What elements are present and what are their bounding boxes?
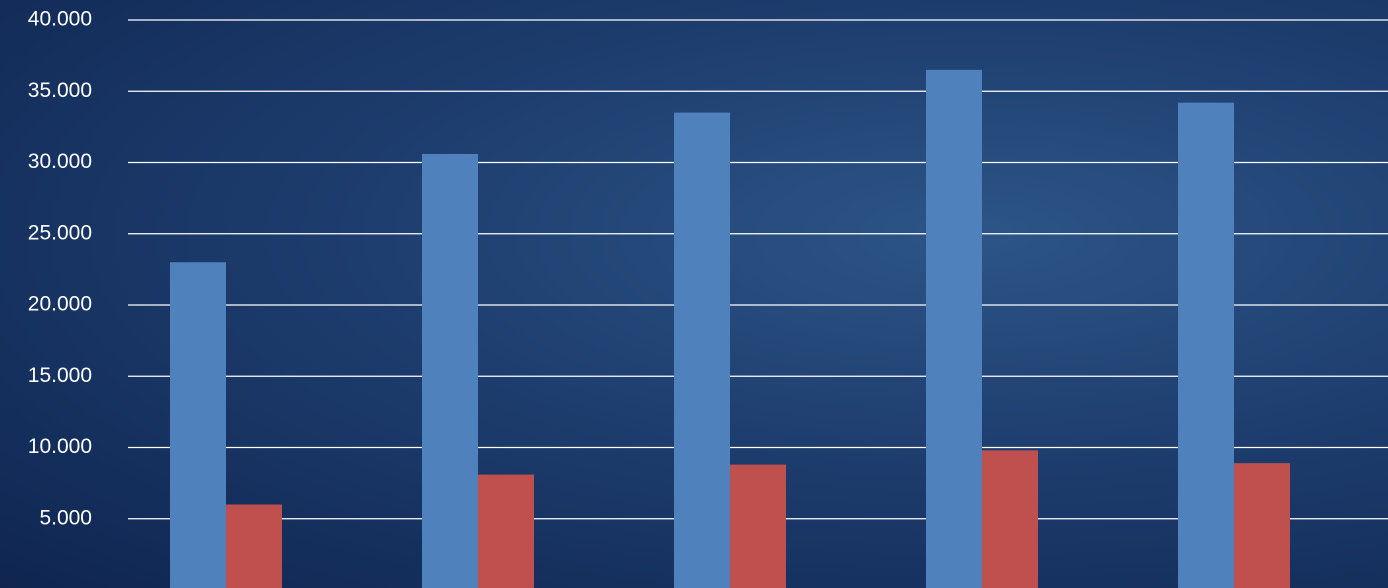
y-tick-label: 15.000 (28, 364, 92, 387)
bar (730, 464, 786, 588)
y-tick-label: 20.000 (28, 293, 92, 316)
bar (1178, 102, 1234, 588)
bar (926, 69, 982, 588)
y-tick-label: 5.000 (39, 506, 92, 529)
y-tick-label: 40.000 (28, 8, 92, 31)
y-tick-label: 35.000 (28, 79, 92, 102)
bar (170, 262, 226, 588)
y-tick-label: 30.000 (28, 150, 92, 173)
bar (478, 474, 534, 588)
bar (982, 450, 1038, 588)
bar (674, 112, 730, 588)
bar (422, 153, 478, 588)
y-tick-label: 10.000 (28, 435, 92, 458)
bar (226, 504, 282, 588)
bar (1234, 463, 1290, 588)
y-tick-label: 25.000 (28, 221, 92, 244)
